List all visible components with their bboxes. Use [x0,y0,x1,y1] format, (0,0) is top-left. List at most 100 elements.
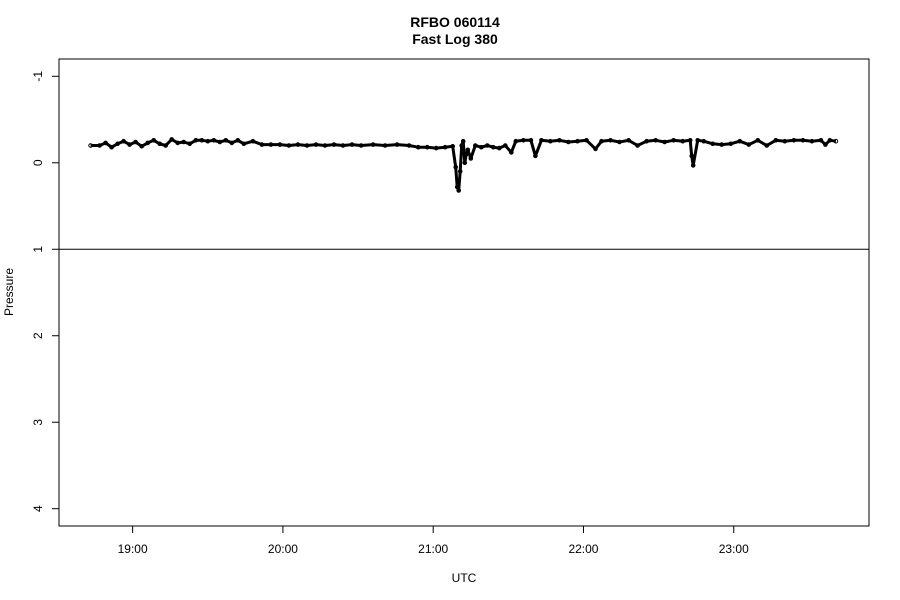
data-point-0-7 [133,139,138,145]
data-point-0-47 [450,144,456,149]
data-point-0-52 [459,143,465,148]
data-point-0-86 [687,138,693,143]
data-point-0-27 [259,142,265,147]
data-point-0-87 [689,153,695,159]
data-point-0-14 [175,140,180,146]
data-point-0-83 [662,139,667,145]
data-point-0-62 [497,145,502,151]
data-point-0-50 [456,188,462,193]
series-layer [88,137,839,193]
data-point-0-61 [491,144,496,150]
y-axis: -1 0 1 2 3 4 [31,71,59,512]
chart-title: RFBO 060114 [410,14,500,30]
data-point-0-68 [533,153,538,159]
data-point-0-23 [229,140,235,146]
x-tick-label-4: 23:00 [719,542,749,556]
data-point-0-59 [479,144,484,150]
data-point-0-48 [453,164,459,170]
data-point-0-11 [157,141,162,147]
data-point-0-75 [593,146,598,152]
data-point-0-77 [608,138,613,143]
data-point-0-34 [322,143,328,148]
data-point-0-26 [250,138,256,144]
data-point-0-70 [548,138,553,144]
data-point-0-35 [331,142,337,147]
y-tick-label-2: 1 [31,246,45,253]
data-point-0-102 [809,138,815,144]
data-point-0-51 [457,169,463,174]
data-point-0-58 [473,143,478,148]
data-point-0-103 [818,138,824,143]
data-point-0-55 [464,151,469,157]
data-point-0-18 [199,138,205,143]
data-point-0-78 [617,139,622,145]
plot-frame [58,58,870,527]
x-axis-label: UTC [452,571,477,585]
data-point-0-94 [737,138,743,144]
data-point-0-56 [465,147,471,153]
data-point-0-79 [626,138,631,143]
data-point-0-69 [539,138,544,143]
data-point-0-96 [755,138,761,143]
data-point-0-40 [382,143,388,148]
data-point-0-72 [566,139,571,145]
data-point-0-44 [424,144,430,150]
data-point-0-71 [557,138,562,143]
x-tick-label-3: 22:00 [568,542,598,556]
data-point-0-66 [521,138,526,143]
data-point-0-25 [241,141,247,147]
data-point-0-65 [513,138,519,144]
data-point-0-12 [163,143,168,148]
data-point-0-4 [115,141,120,147]
data-point-0-38 [358,143,364,148]
data-point-0-73 [575,138,580,144]
data-point-0-95 [746,142,752,147]
y-tick-label-0: -1 [31,71,45,82]
data-point-0-6 [127,142,132,147]
data-point-0-30 [286,143,292,148]
data-point-0-19 [205,138,211,144]
data-point-0-16 [187,141,192,147]
data-point-0-106 [833,138,839,144]
data-point-0-80 [635,143,640,148]
data-point-0-33 [313,142,319,147]
data-point-0-13 [169,137,174,142]
data-point-0-53 [460,138,466,144]
data-point-0-29 [277,142,283,147]
data-point-0-85 [680,138,686,144]
data-point-0-5 [121,138,126,144]
data-point-0-1 [97,143,102,148]
data-point-0-39 [370,142,376,147]
data-point-0-46 [442,144,448,150]
data-point-0-76 [599,138,604,144]
data-point-0-101 [800,138,806,143]
data-point-0-32 [304,143,310,148]
x-tick-label-2: 21:00 [418,542,448,556]
data-point-0-93 [728,141,734,147]
data-point-0-105 [827,138,833,143]
y-tick-label-1: 0 [31,159,45,166]
data-point-0-3 [109,144,114,150]
data-point-0-24 [235,138,241,143]
data-point-0-2 [103,140,108,146]
data-point-0-98 [773,138,779,143]
y-tick-label-4: 3 [31,419,45,426]
y-tick-label-3: 2 [31,332,45,339]
data-point-0-28 [268,142,274,147]
data-point-0-81 [644,138,649,144]
data-point-0-88 [690,163,696,168]
data-point-0-104 [823,142,828,147]
data-point-0-63 [503,143,508,148]
data-point-0-92 [719,142,725,147]
data-point-0-89 [695,138,701,143]
data-point-0-21 [217,139,223,145]
x-tick-label-1: 20:00 [268,542,298,556]
data-point-0-100 [791,138,797,143]
data-point-0-42 [406,143,412,148]
y-tick-label-5: 4 [31,505,45,512]
y-axis-label: Pressure [2,268,16,316]
data-point-0-90 [701,138,707,144]
data-point-0-67 [528,138,534,143]
data-point-0-60 [485,143,490,148]
